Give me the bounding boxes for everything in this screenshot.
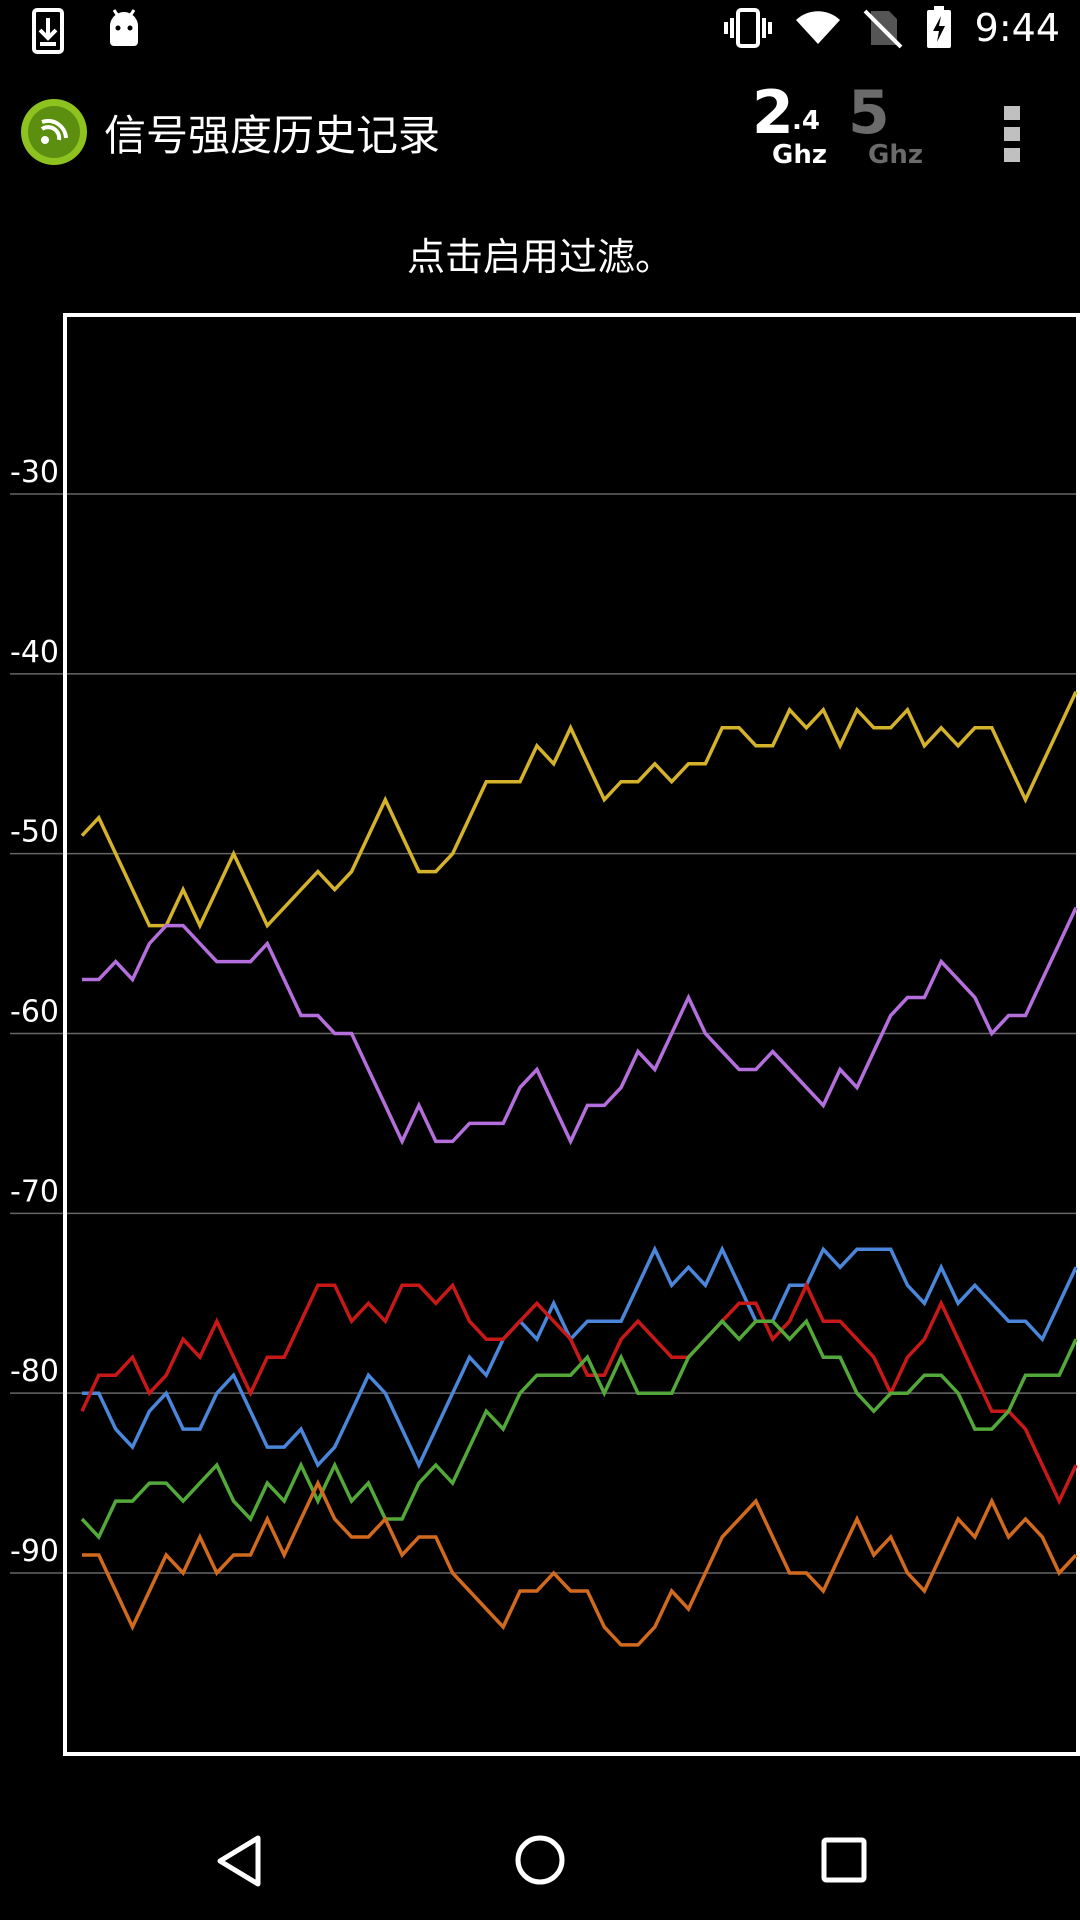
signal-history-chart[interactable]: -30 -40 -50 -60 -70 -80 -90 — [0, 0, 1080, 1800]
y-tick-label: -60 — [10, 995, 59, 1030]
y-tick-label: -40 — [10, 635, 59, 670]
y-tick-label: -70 — [10, 1174, 59, 1209]
app-logo-icon[interactable] — [20, 98, 88, 166]
y-tick-label: -90 — [10, 1534, 59, 1569]
battery-charging-icon — [926, 6, 951, 48]
band-24ghz-toggle[interactable]: 2 .4 Ghz — [752, 78, 832, 178]
band-24-decimal: .4 — [792, 106, 820, 136]
signal-series-line-6 — [82, 1478, 1078, 1647]
vibrate-icon — [723, 8, 772, 48]
recents-icon[interactable] — [820, 1836, 868, 1884]
status-bar: 9:44 — [0, 0, 1080, 62]
no-sim-icon — [863, 9, 903, 49]
y-tick-label: -50 — [10, 815, 59, 850]
signal-series-line-3 — [82, 1245, 1078, 1470]
signal-series-line-5 — [80, 1318, 1078, 1541]
download-icon — [32, 8, 64, 54]
app-bar: 信号强度历史记录 2 .4 Ghz 5 Ghz — [0, 78, 1080, 180]
y-tick-label: -30 — [10, 455, 59, 490]
band-5-unit: Ghz — [868, 140, 923, 170]
signal-series-line-4 — [80, 1281, 1078, 1506]
band-5ghz-toggle[interactable]: 5 Ghz — [848, 78, 928, 178]
chart-frame — [63, 313, 1080, 1756]
band-5-number: 5 — [848, 78, 890, 148]
android-icon — [110, 9, 138, 46]
clock: 9:44 — [974, 6, 1060, 50]
app-title: 信号强度历史记录 — [104, 111, 441, 160]
more-vert-icon[interactable] — [1000, 102, 1024, 166]
filter-hint[interactable]: 点击启用过滤。 — [406, 235, 673, 279]
home-icon[interactable] — [514, 1834, 566, 1886]
y-tick-label: -80 — [10, 1354, 59, 1389]
band-24-number: 2 — [752, 78, 794, 148]
signal-series-line-1 — [80, 691, 1078, 930]
wifi-icon — [795, 11, 840, 44]
band-24-unit: Ghz — [772, 140, 827, 170]
back-icon[interactable] — [214, 1834, 264, 1888]
nav-bar — [0, 1800, 1080, 1920]
signal-series-line-2 — [82, 906, 1078, 1146]
